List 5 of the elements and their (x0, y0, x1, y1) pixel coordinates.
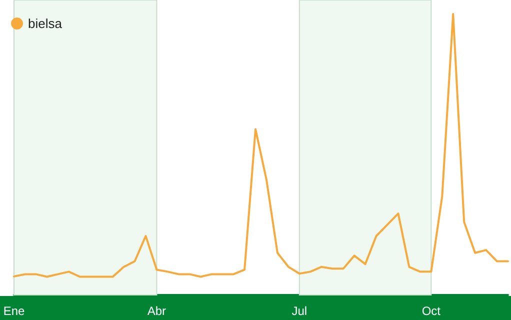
x-tick-label: Abr (147, 304, 166, 318)
x-tick-label: Jul (292, 304, 308, 318)
x-tick-label: Oct (422, 304, 442, 318)
x-tick-label: Ene (3, 304, 25, 318)
legend-label: bielsa (28, 16, 63, 31)
